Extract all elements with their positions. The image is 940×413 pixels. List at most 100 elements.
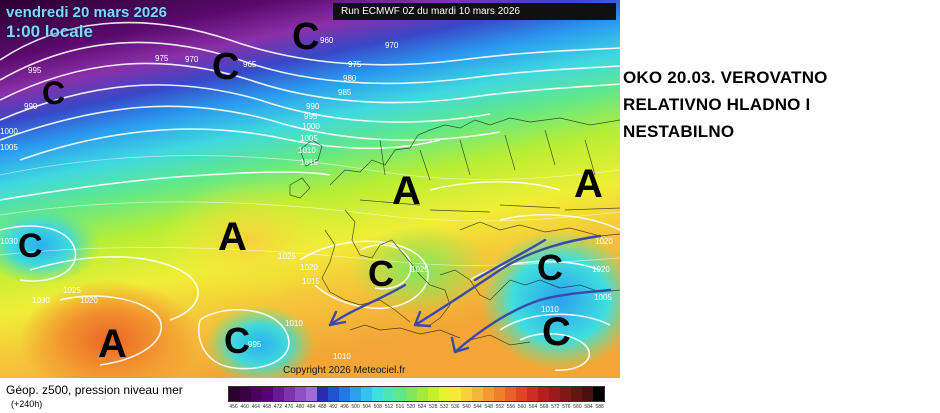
- cool-pool-central: [350, 225, 490, 315]
- legend-swatch: [449, 387, 461, 401]
- coastlines: [289, 117, 620, 346]
- legend-swatch: [350, 387, 362, 401]
- isobars: [0, 21, 620, 371]
- isobar-label: 1010: [541, 305, 559, 314]
- legend-tick-label: 460: [240, 404, 249, 410]
- legend-swatch: [339, 387, 351, 401]
- legend-swatch: [229, 387, 241, 401]
- legend-tick-label: 532: [440, 404, 449, 410]
- legend-tick-label: 496: [340, 404, 349, 410]
- legend-tick-label: 576: [562, 404, 571, 410]
- legend-tick-label: 588: [595, 404, 604, 410]
- legend-swatch: [460, 387, 472, 401]
- legend-swatch: [295, 387, 307, 401]
- cold-low-west: [205, 305, 315, 378]
- color-scale-legend: [228, 386, 605, 402]
- isobar-label: 975: [348, 60, 362, 69]
- legend-swatch: [240, 387, 252, 401]
- legend-swatch: [427, 387, 439, 401]
- legend-tick-label: 544: [473, 404, 482, 410]
- legend-tick-label: 528: [429, 404, 438, 410]
- legend-swatch: [504, 387, 516, 401]
- isobar-label: 1020: [595, 237, 613, 246]
- legend-tick-label: 488: [318, 404, 327, 410]
- isobar-label: 1025: [63, 286, 81, 295]
- legend-tick-label: 564: [528, 404, 538, 410]
- legend-swatch: [273, 387, 285, 401]
- isobar-label: 995: [248, 340, 262, 349]
- legend-tick-label: 512: [384, 404, 394, 410]
- low-pressure-center: C: [292, 16, 320, 58]
- isobar-label: 1020: [300, 263, 318, 272]
- legend-tick-label: 536: [451, 404, 460, 410]
- isobar-label: 970: [185, 55, 199, 64]
- forecast-note-line: OKO 20.03. VEROVATNO: [623, 68, 828, 87]
- legend-tick-label: 524: [417, 404, 427, 410]
- isobar-label: 995: [304, 112, 318, 121]
- legend-tick-label: 492: [329, 404, 338, 410]
- isobar-label: 1000: [302, 122, 320, 131]
- height-contours: [0, 155, 620, 266]
- legend-tick-label: 552: [495, 404, 504, 410]
- isobar-label: 985: [338, 88, 352, 97]
- legend-tick-label: 520: [406, 404, 416, 410]
- legend-swatch: [317, 387, 329, 401]
- legend-tick-label: 456: [229, 404, 238, 410]
- map-caption: Géop. z500, pression niveau mer: [6, 383, 183, 397]
- warm-ridge: [160, 180, 340, 300]
- trough-axes: [328, 234, 612, 354]
- isobar-label: 1025: [278, 252, 296, 261]
- forecast-note-line: NESTABILNO: [623, 122, 735, 141]
- legend-tick-label: 556: [506, 404, 516, 410]
- legend-tick-label: 548: [484, 404, 493, 410]
- legend-tick-label: 508: [373, 404, 382, 410]
- isobar-label: 970: [385, 41, 399, 50]
- legend-swatch: [582, 387, 594, 401]
- legend-swatch: [526, 387, 538, 401]
- forecast-date: vendredi 20 mars 2026: [6, 4, 167, 21]
- legend-swatch: [372, 387, 384, 401]
- legend-swatch: [570, 387, 582, 401]
- legend-tick-label: 572: [551, 404, 560, 410]
- legend-swatch: [548, 387, 560, 401]
- map-field: [0, 0, 620, 378]
- isobar-label: 1005: [300, 134, 318, 143]
- isobar-label: 960: [320, 36, 334, 45]
- legend-tick-label: 464: [251, 404, 260, 410]
- isobar-label: 1005: [0, 143, 18, 152]
- low-pressure-center: C: [42, 75, 66, 111]
- isobar-label: 995: [28, 66, 42, 75]
- legend-tick-label: 580: [573, 404, 582, 410]
- isobar-label: 1025: [411, 265, 429, 274]
- forecast-note: OKO 20.03. VEROVATNO RELATIVNO HLADNO I …: [623, 64, 933, 145]
- legend-swatch: [593, 387, 605, 401]
- legend-tick-label: 540: [462, 404, 471, 410]
- low-pressure-center: C: [368, 253, 394, 294]
- legend-tick-label: 480: [295, 404, 305, 410]
- legend-swatch: [306, 387, 318, 401]
- legend-swatch: [438, 387, 450, 401]
- legend-swatch: [251, 387, 263, 401]
- high-pressure-center: A: [574, 162, 603, 206]
- isobar-label: 1020: [592, 265, 610, 274]
- legend-tick-label: 476: [284, 404, 294, 410]
- legend-swatch: [416, 387, 428, 401]
- low-pressure-center: C: [18, 227, 43, 265]
- legend-swatch: [493, 387, 505, 401]
- isobar-label: 1000: [0, 127, 18, 136]
- isobar-label: 990: [306, 102, 320, 111]
- weather-map: vendredi 20 mars 2026 1:00 locale Run EC…: [0, 0, 620, 378]
- isobar-label: 1005: [594, 293, 612, 302]
- isobar-label: 1010: [298, 146, 316, 155]
- warm-core-sw: [20, 280, 200, 378]
- legend-swatch: [471, 387, 483, 401]
- high-pressure-center: A: [218, 215, 247, 259]
- low-pressure-center: C: [542, 310, 571, 354]
- isobar-label: 990: [24, 102, 38, 111]
- color-scale-ticks: 456 460 464 468 472 476 480 484 488 492 496 500 504 5…: [228, 404, 605, 413]
- isobar-label: 1030: [32, 296, 50, 305]
- legend-tick-label: 484: [307, 404, 316, 410]
- forecast-time: 1:00 locale: [6, 22, 93, 41]
- legend-swatch: [559, 387, 571, 401]
- lead-time: (+240h): [11, 399, 43, 409]
